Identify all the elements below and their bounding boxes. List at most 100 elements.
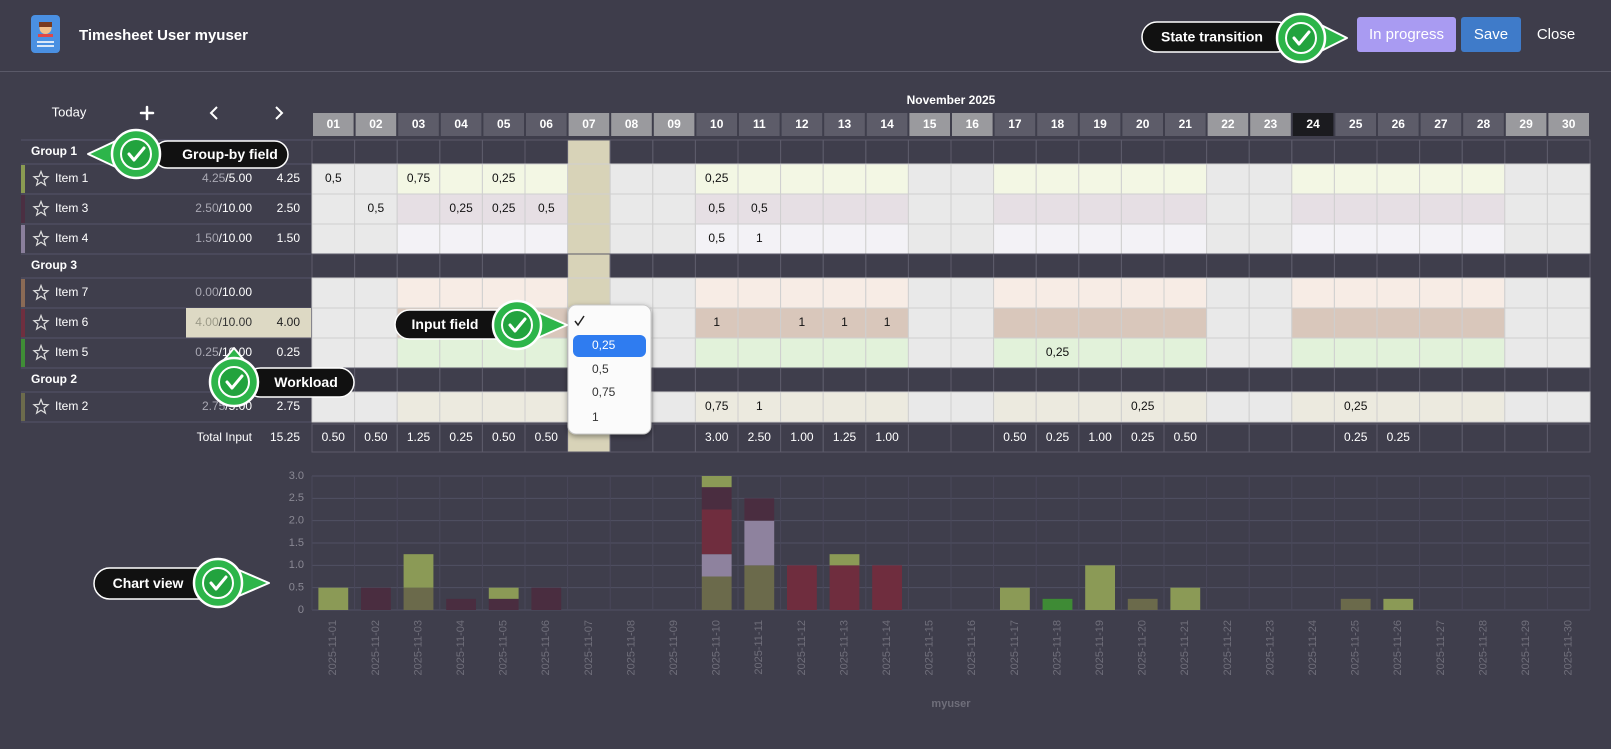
cell-value[interactable]: 0,25	[492, 201, 516, 215]
input-cell[interactable]	[354, 193, 398, 225]
input-cell[interactable]	[609, 277, 654, 309]
input-cell[interactable]	[993, 277, 1037, 309]
input-cell[interactable]	[652, 277, 696, 309]
input-cell[interactable]	[780, 391, 824, 423]
favorite-star[interactable]	[32, 313, 50, 331]
input-cell[interactable]	[1376, 391, 1421, 423]
input-cell[interactable]	[311, 337, 356, 369]
input-cell[interactable]	[1291, 391, 1335, 423]
input-cell[interactable]	[1163, 337, 1208, 369]
input-cell[interactable]	[865, 163, 909, 195]
input-cell[interactable]	[1504, 163, 1548, 195]
input-cell[interactable]	[1248, 277, 1293, 309]
input-cell[interactable]	[1248, 391, 1293, 423]
input-cell[interactable]	[1248, 163, 1293, 195]
input-cell[interactable]	[865, 307, 909, 339]
input-cell[interactable]	[1035, 163, 1080, 195]
save-label[interactable]: Save	[1474, 26, 1508, 43]
input-cell[interactable]	[439, 223, 483, 255]
input-cell[interactable]	[780, 163, 824, 195]
input-cell[interactable]	[1546, 337, 1591, 369]
cell-value[interactable]: 0,25	[1131, 399, 1155, 413]
input-cell[interactable]	[311, 193, 356, 225]
next-button[interactable]	[275, 106, 284, 120]
input-cell[interactable]	[524, 223, 569, 255]
input-cell[interactable]	[396, 277, 441, 309]
input-cell[interactable]	[354, 391, 398, 423]
input-cell[interactable]	[737, 163, 782, 195]
prev-button[interactable]	[209, 106, 218, 120]
cell-value[interactable]: 0,75	[407, 171, 431, 185]
input-cell[interactable]	[1248, 337, 1293, 369]
input-cell[interactable]	[1120, 193, 1165, 225]
cell-value[interactable]: 0,5	[368, 201, 385, 215]
input-cell[interactable]	[1163, 391, 1208, 423]
input-cell[interactable]	[993, 391, 1037, 423]
input-cell[interactable]	[993, 193, 1037, 225]
input-cell[interactable]	[1078, 277, 1122, 309]
input-cell[interactable]	[1291, 163, 1335, 195]
input-cell[interactable]	[524, 391, 569, 423]
input-cell[interactable]	[737, 277, 782, 309]
cell-value[interactable]: 0,75	[705, 399, 729, 413]
input-cell[interactable]	[1078, 193, 1122, 225]
dropdown-option[interactable]: 0,25	[592, 338, 616, 352]
input-cell[interactable]	[1461, 163, 1506, 195]
input-cell[interactable]	[1078, 337, 1122, 369]
input-cell[interactable]	[1078, 223, 1122, 255]
input-cell[interactable]	[865, 223, 909, 255]
input-cell[interactable]	[1333, 307, 1378, 339]
input-cell[interactable]	[1333, 337, 1378, 369]
input-cell[interactable]	[1035, 277, 1080, 309]
input-cell[interactable]	[907, 193, 952, 225]
input-cell[interactable]	[1120, 337, 1165, 369]
input-cell[interactable]	[609, 163, 654, 195]
input-cell[interactable]	[567, 193, 611, 225]
input-cell[interactable]	[950, 337, 995, 369]
input-cell[interactable]	[1163, 193, 1208, 225]
input-cell[interactable]	[865, 193, 909, 225]
input-cell[interactable]	[1546, 223, 1591, 255]
input-cell[interactable]	[1206, 337, 1250, 369]
input-cell[interactable]	[950, 223, 995, 255]
cell-value[interactable]: 1	[756, 231, 763, 245]
input-cell[interactable]	[1546, 277, 1591, 309]
input-cell[interactable]	[1120, 277, 1165, 309]
input-cell[interactable]	[950, 163, 995, 195]
input-cell[interactable]	[694, 163, 739, 195]
input-cell[interactable]	[1078, 163, 1122, 195]
cell-value[interactable]: 0,25	[449, 201, 473, 215]
cell-value[interactable]: 0,5	[538, 201, 555, 215]
input-cell[interactable]	[907, 223, 952, 255]
input-cell[interactable]	[439, 163, 483, 195]
input-cell[interactable]	[354, 337, 398, 369]
input-cell[interactable]	[652, 193, 696, 225]
input-cell[interactable]	[694, 337, 739, 369]
input-cell[interactable]	[1291, 223, 1335, 255]
input-cell[interactable]	[780, 337, 824, 369]
favorite-star[interactable]	[32, 199, 50, 217]
input-cell[interactable]	[1206, 223, 1250, 255]
input-cell[interactable]	[311, 223, 356, 255]
cell-value[interactable]: 0,5	[708, 201, 725, 215]
input-cell[interactable]	[993, 307, 1037, 339]
cell-value[interactable]: 0,25	[492, 171, 516, 185]
dropdown-option[interactable]: 1	[592, 410, 599, 424]
input-cell[interactable]	[780, 193, 824, 225]
input-cell[interactable]	[1376, 337, 1421, 369]
input-cell[interactable]	[737, 307, 782, 339]
input-cell[interactable]	[1163, 277, 1208, 309]
input-cell[interactable]	[1206, 193, 1250, 225]
input-cell[interactable]	[354, 163, 398, 195]
empty-option-check[interactable]	[574, 315, 585, 327]
cell-value[interactable]: 0,25	[705, 171, 729, 185]
input-cell[interactable]	[1376, 307, 1421, 339]
input-cell[interactable]	[1035, 193, 1080, 225]
input-cell[interactable]	[865, 337, 909, 369]
input-cell[interactable]	[1120, 223, 1165, 255]
input-cell[interactable]	[1419, 391, 1463, 423]
save-button[interactable]	[1461, 17, 1521, 52]
input-cell[interactable]	[1504, 193, 1548, 225]
input-cell[interactable]	[950, 193, 995, 225]
input-cell[interactable]	[1291, 277, 1335, 309]
